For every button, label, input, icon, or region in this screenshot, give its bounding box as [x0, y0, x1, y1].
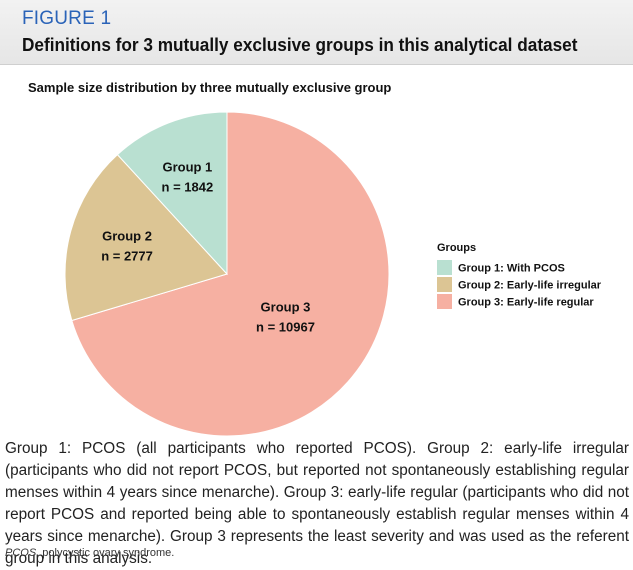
slice-count-2: n = 2777 [101, 248, 153, 263]
pie-slice-labels: Group 3 n = 10967 Group 2 n = 2777 Group 1 n … [101, 159, 315, 334]
figure-caption: Group 1: PCOS (all participants who repo… [5, 440, 629, 567]
legend-swatch-1 [437, 260, 452, 275]
slice-count-3: n = 10967 [256, 320, 315, 335]
pie-slice-1 [116, 111, 228, 276]
slice-count-1: n = 1842 [162, 179, 214, 194]
legend-label-2: Group 2: Early-life irregular [458, 280, 602, 292]
figure-header: FIGURE 1 Definitions for 3 mutually excl… [0, 0, 633, 65]
figure-title: Definitions for 3 mutually exclusive gro… [22, 34, 578, 55]
pie-slices [64, 111, 390, 437]
legend-label-3: Group 3: Early-life regular [458, 297, 594, 309]
footnote-text: , polycystic ovary syndrome. [36, 547, 175, 559]
legend-label-1: Group 1: With PCOS [458, 263, 565, 275]
footnote-abbr: PCOS [5, 547, 37, 559]
legend-swatch-2 [437, 277, 452, 292]
pie-slice-2 [64, 153, 228, 322]
legend-swatch-3 [437, 294, 452, 309]
figure-label: FIGURE 1 [22, 8, 112, 29]
pie-slice-3 [71, 111, 390, 437]
pie-chart: Group 3 n = 10967 Group 2 n = 2777 Group 1 n … [64, 111, 602, 437]
footnote: PCOS, polycystic ovary syndrome. [5, 547, 174, 559]
legend: Groups Group 1: With PCOS Group 2: Early-… [437, 242, 602, 309]
chart-title: Sample size distribution by three mutual… [28, 80, 392, 95]
slice-label-3: Group 3 [261, 300, 311, 315]
slice-label-1: Group 1 [162, 159, 212, 174]
slice-label-2: Group 2 [102, 228, 152, 243]
legend-title: Groups [437, 242, 476, 254]
